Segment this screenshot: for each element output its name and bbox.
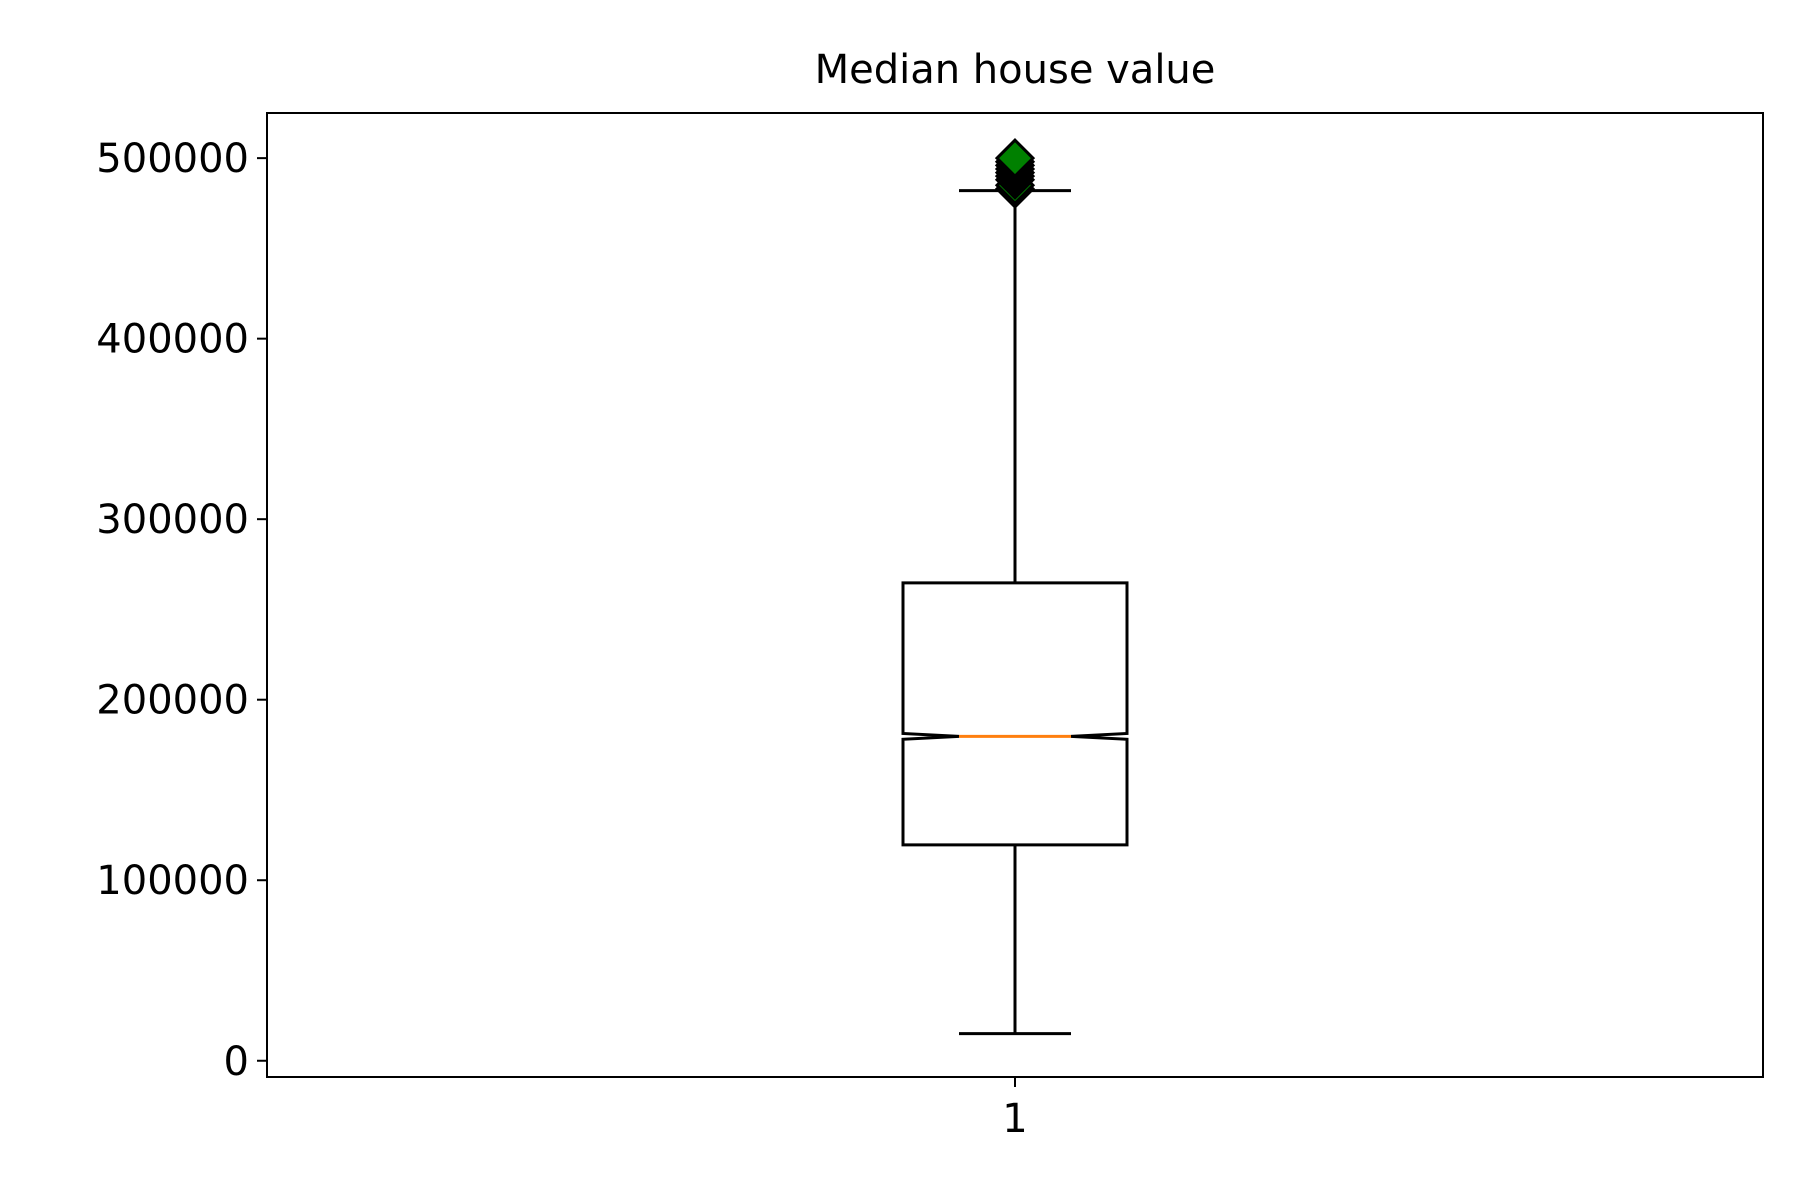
y-tick-label: 100000: [96, 858, 249, 904]
y-tick-label: 500000: [96, 136, 249, 182]
chart-title: Median house value: [815, 47, 1216, 93]
y-tick-label: 400000: [96, 317, 249, 363]
y-tick-label: 200000: [96, 678, 249, 724]
y-tick-label: 0: [224, 1039, 249, 1085]
x-tick-label: 1: [1002, 1096, 1027, 1142]
y-tick-label: 300000: [96, 497, 249, 543]
flier-point: [994, 138, 1036, 179]
plot-area: 0 100000 200000 300000 400000 500000 1: [96, 112, 1764, 1142]
box-body: [901, 581, 1129, 847]
box-group-1: [901, 138, 1129, 1036]
